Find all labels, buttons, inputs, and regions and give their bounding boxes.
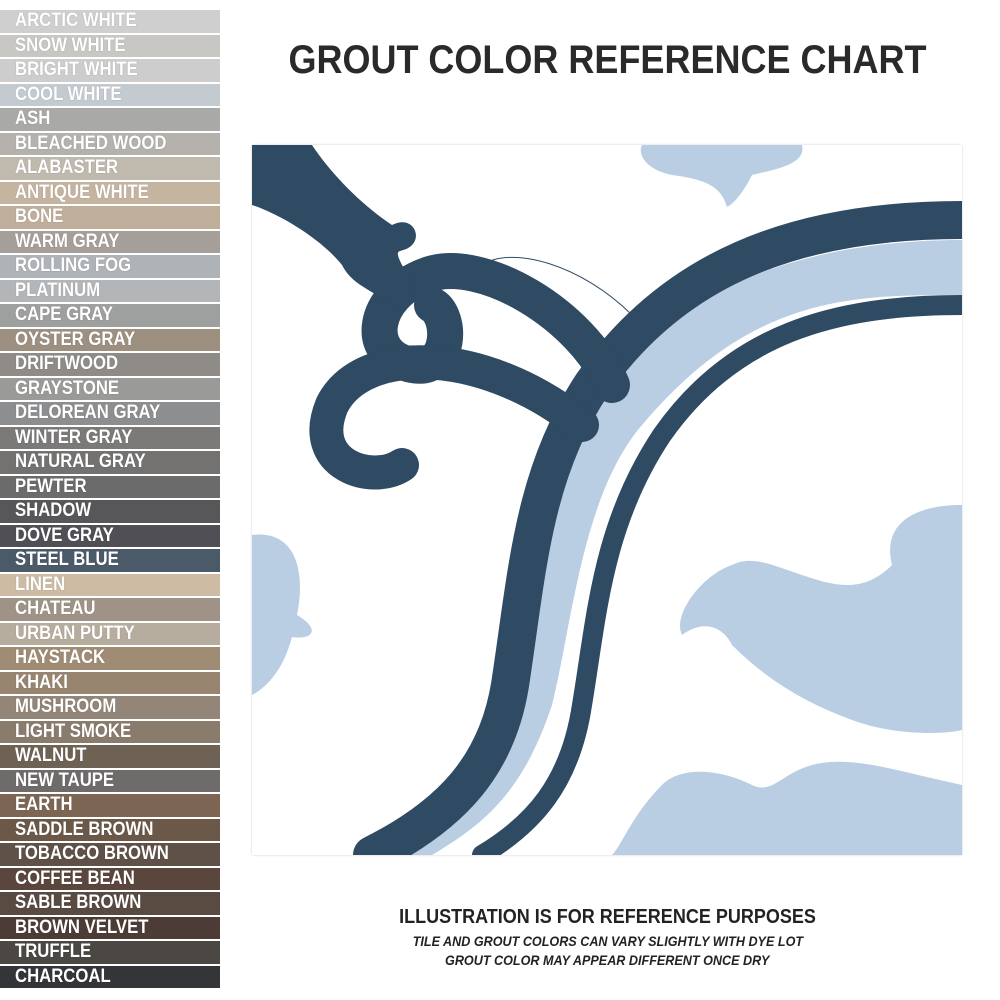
swatch-label: DOVE GRAY (15, 524, 114, 546)
swatch-label: LINEN (15, 573, 66, 595)
swatch-label: SADDLE BROWN (15, 818, 154, 840)
grout-swatch: WALNUT (0, 745, 220, 768)
grout-swatch: TRUFFLE (0, 941, 220, 964)
swatch-label: BLEACHED WOOD (15, 132, 167, 154)
tile-illustration (252, 145, 981, 874)
page-title: GROUT COLOR REFERENCE CHART (250, 38, 965, 83)
grout-swatch: GRAYSTONE (0, 377, 220, 400)
swatch-label: COFFEE BEAN (15, 867, 135, 889)
grout-swatch: SADDLE BROWN (0, 818, 220, 841)
grout-swatch: DELOREAN GRAY (0, 402, 220, 425)
swatch-label: CHARCOAL (15, 965, 111, 987)
swatch-label: NEW TAUPE (15, 769, 115, 791)
grout-swatch: DRIFTWOOD (0, 353, 220, 376)
grout-swatch: CHARCOAL (0, 965, 220, 988)
swatch-label: WARM GRAY (15, 230, 120, 252)
tile-dark-shapes (309, 201, 981, 874)
swatch-label: KHAKI (15, 671, 68, 693)
swatch-label: GRAYSTONE (15, 377, 120, 399)
swatch-label: SABLE BROWN (15, 892, 142, 914)
grout-swatch: ALABASTER (0, 157, 220, 180)
grout-swatch: LIGHT SMOKE (0, 720, 220, 743)
swatch-label: ROLLING FOG (15, 255, 132, 277)
grout-swatch: ASH (0, 108, 220, 131)
grout-swatch: URBAN PUTTY (0, 622, 220, 645)
swatch-label: ANTIQUE WHITE (15, 181, 149, 203)
grout-swatch: PLATINUM (0, 279, 220, 302)
grout-swatch: PEWTER (0, 475, 220, 498)
grout-swatch: COOL WHITE (0, 83, 220, 106)
swatch-label: WINTER GRAY (15, 426, 133, 448)
grout-swatch: COFFEE BEAN (0, 867, 220, 890)
footer-line-3: GROUT COLOR MAY APPEAR DIFFERENT ONCE DR… (445, 952, 770, 968)
swatch-label: TOBACCO BROWN (15, 843, 169, 865)
swatch-label: SHADOW (15, 500, 92, 522)
grout-swatch: STEEL BLUE (0, 549, 220, 572)
swatch-label: ASH (15, 108, 51, 130)
swatch-label: EARTH (15, 794, 73, 816)
grout-swatch: TOBACCO BROWN (0, 843, 220, 866)
swatch-label: STEEL BLUE (15, 549, 119, 571)
tile-corner-fleur (252, 145, 416, 308)
grout-swatch: SHADOW (0, 500, 220, 523)
swatch-label: PEWTER (15, 475, 87, 497)
swatch-label: URBAN PUTTY (15, 622, 135, 644)
grout-swatch: WINTER GRAY (0, 426, 220, 449)
footer-line-2: TILE AND GROUT COLORS CAN VARY SLIGHTLY … (412, 933, 803, 949)
swatch-label: NATURAL GRAY (15, 451, 146, 473)
grout-swatch: KHAKI (0, 671, 220, 694)
grout-swatch: CAPE GRAY (0, 304, 220, 327)
grout-swatch: ROLLING FOG (0, 255, 220, 278)
footer-note-dry: GROUT COLOR MAY APPEAR DIFFERENT ONCE DR… (300, 952, 915, 968)
swatch-label: TRUFFLE (15, 941, 92, 963)
footer-line-1: ILLUSTRATION IS FOR REFERENCE PURPOSES (399, 906, 816, 928)
grout-swatch: ARCTIC WHITE (0, 10, 220, 33)
grout-swatch: NATURAL GRAY (0, 451, 220, 474)
grout-swatch: BLEACHED WOOD (0, 132, 220, 155)
grout-swatch: NEW TAUPE (0, 769, 220, 792)
swatch-label: WALNUT (15, 745, 87, 767)
swatch-label: ARCTIC WHITE (15, 10, 137, 32)
swatch-label: SNOW WHITE (15, 34, 126, 56)
grout-swatch: BRIGHT WHITE (0, 59, 220, 82)
page-title-text: GROUT COLOR REFERENCE CHART (288, 38, 927, 82)
grout-swatch: CHATEAU (0, 598, 220, 621)
swatch-label: DRIFTWOOD (15, 353, 119, 375)
swatch-label: BROWN VELVET (15, 916, 149, 938)
swatch-label: MUSHROOM (15, 696, 117, 718)
grout-swatch: LINEN (0, 573, 220, 596)
swatch-label: BONE (15, 206, 64, 228)
grout-swatch: ANTIQUE WHITE (0, 181, 220, 204)
tile-light-shapes (252, 145, 962, 855)
swatch-label: COOL WHITE (15, 83, 122, 105)
tile-pattern (252, 145, 981, 874)
swatch-label: PLATINUM (15, 279, 101, 301)
grout-swatch: SNOW WHITE (0, 34, 220, 57)
swatch-label: OYSTER GRAY (15, 328, 136, 350)
grout-swatch: OYSTER GRAY (0, 328, 220, 351)
grout-swatch: BONE (0, 206, 220, 229)
swatch-label: LIGHT SMOKE (15, 720, 132, 742)
footer-disclaimer-title: ILLUSTRATION IS FOR REFERENCE PURPOSES (300, 906, 915, 929)
swatch-label: HAYSTACK (15, 647, 106, 669)
grout-swatch-list: ARCTIC WHITE SNOW WHITE BRIGHT WHITE COOL W… (0, 10, 220, 990)
grout-swatch: MUSHROOM (0, 696, 220, 719)
grout-swatch: WARM GRAY (0, 230, 220, 253)
footer-note-dye-lot: TILE AND GROUT COLORS CAN VARY SLIGHTLY … (300, 933, 915, 949)
grout-swatch: EARTH (0, 794, 220, 817)
grout-swatch: SABLE BROWN (0, 892, 220, 915)
swatch-label: ALABASTER (15, 157, 119, 179)
swatch-label: CAPE GRAY (15, 304, 113, 326)
swatch-label: CHATEAU (15, 598, 96, 620)
swatch-label: BRIGHT WHITE (15, 59, 138, 81)
grout-swatch: DOVE GRAY (0, 524, 220, 547)
grout-swatch: BROWN VELVET (0, 916, 220, 939)
grout-swatch: HAYSTACK (0, 647, 220, 670)
swatch-label: DELOREAN GRAY (15, 402, 161, 424)
